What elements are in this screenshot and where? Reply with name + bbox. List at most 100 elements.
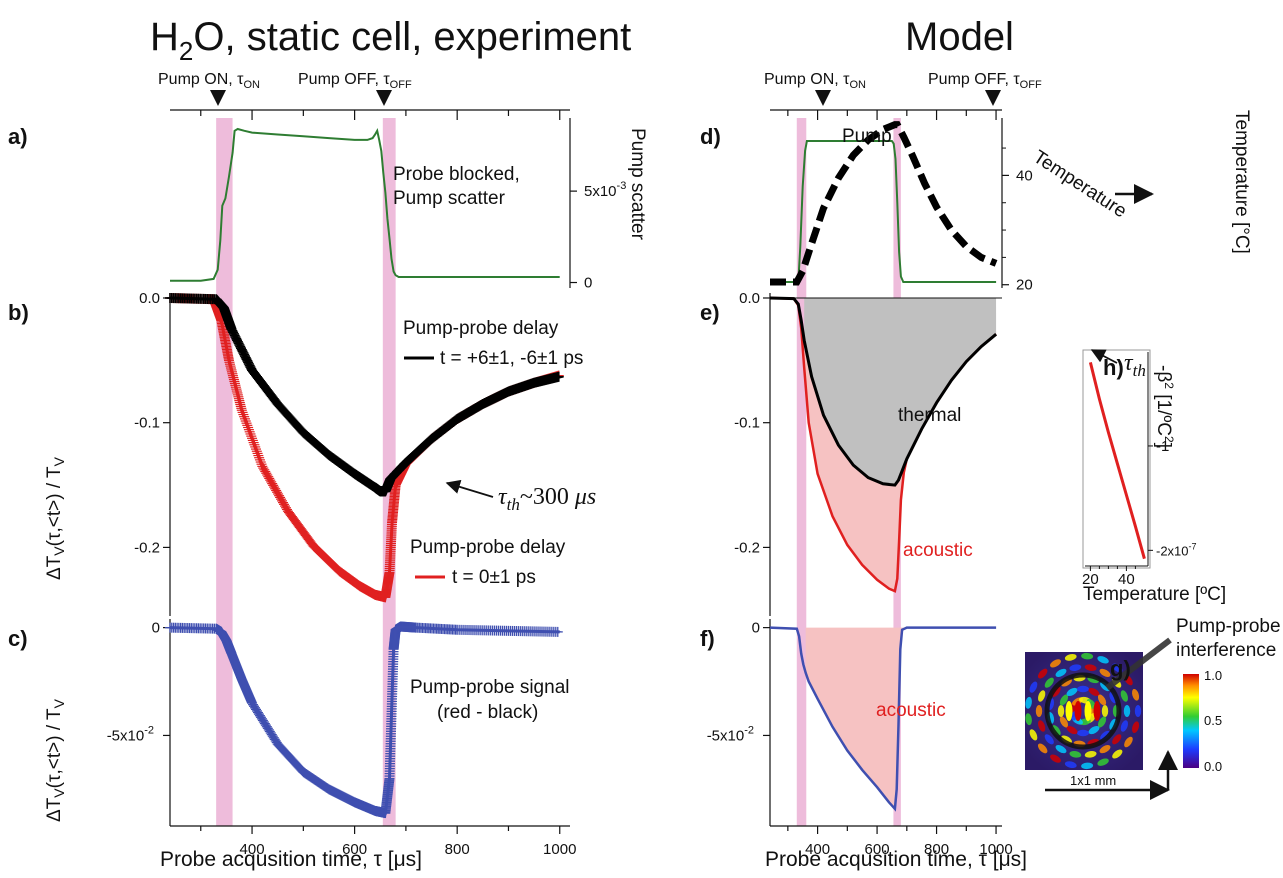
fringe-spot	[1099, 745, 1111, 754]
interference-pointer	[1105, 637, 1172, 691]
fringe-spot	[1097, 716, 1107, 728]
pump-on-label-right: Pump ON, τON	[764, 71, 866, 91]
pump-scatter-series	[170, 127, 560, 282]
fringe-spot	[1077, 729, 1089, 737]
fringe-spot	[1088, 687, 1100, 697]
scale-label: 1x1 mm	[1070, 773, 1116, 788]
x-tick-label: 800	[445, 841, 470, 858]
panel-label-c: c)	[8, 626, 28, 651]
pump-bands	[216, 118, 901, 826]
pump-on-label-left: Pump ON, τON	[158, 71, 260, 91]
y-tick-label: -1	[1156, 438, 1169, 455]
annot-red-black: (red - black)	[437, 702, 538, 723]
fringe-spot	[1057, 705, 1065, 717]
fringe-spot	[1084, 751, 1097, 758]
xlabel-left: Probe acqusition time, τ [μs]	[160, 848, 422, 871]
data-series	[165, 121, 1146, 819]
fringe-spot	[1081, 762, 1094, 770]
fringe-spot	[1088, 725, 1100, 735]
y-tick-label: 5x10-3	[584, 180, 626, 200]
fringe-spot	[1112, 663, 1123, 673]
fringe-spot	[1120, 690, 1128, 702]
fringe-center	[1065, 701, 1073, 721]
thermal-series-e	[769, 296, 998, 487]
pump-on-band-right	[796, 118, 807, 826]
annot-acoustic-f: acoustic	[876, 700, 946, 721]
panel-label-f: f)	[700, 626, 715, 651]
fringe-spot	[1050, 659, 1061, 668]
x-tick-label: 400	[805, 841, 830, 858]
x-tick-label: 800	[924, 841, 949, 858]
pump-on-marker-left	[210, 90, 226, 106]
left-title: H2O, static cell, experiment	[150, 15, 631, 66]
panel-label-b: b)	[8, 300, 29, 325]
fringe-spot	[1025, 713, 1032, 726]
y-tick-label: -0.2	[734, 539, 760, 556]
x-tick-label: 600	[865, 841, 890, 858]
fringe-spot	[1097, 694, 1107, 706]
annot-pump-scatter: Pump scatter	[393, 188, 506, 209]
panel-label-d: d)	[700, 124, 721, 149]
annot-t6: t = +6±1, -6±1 ps	[440, 348, 583, 369]
series-signal-blue-line	[169, 624, 560, 815]
tau-arrow-e	[1090, 349, 1118, 364]
fringe-center	[1093, 701, 1101, 721]
y-tick-label: -5x10-2	[707, 724, 754, 744]
y-tick-label: 20	[1016, 277, 1033, 294]
annot-t0: t = 0±1 ps	[452, 567, 536, 588]
fringe-spot	[1050, 754, 1061, 763]
fringe-center	[1074, 701, 1082, 721]
tau-arrow-b	[445, 479, 494, 498]
fringe-spot	[1055, 745, 1067, 754]
fringe-spot	[1069, 751, 1082, 758]
ylabel-b: ΔTV(τ,<t>) / TV	[44, 456, 67, 580]
fringe-spot	[1044, 734, 1054, 745]
x-tick-label: 600	[342, 841, 367, 858]
xlabel-h: Temperature [ºC]	[1083, 584, 1226, 605]
pump-off-label-right: Pump OFF, τOFF	[928, 71, 1042, 91]
fringe-spot	[1101, 705, 1109, 717]
fringe-spot	[1055, 668, 1067, 677]
annot-thermal: thermal	[898, 405, 961, 426]
pump-on-marker-right	[815, 90, 831, 106]
fringe-spot	[1051, 725, 1061, 736]
ylabel-c: ΔTV(τ,<t>) / TV	[44, 698, 67, 822]
inset-g-interference-map: g) Pump-probe interference 1.0 0.5 0.0 1…	[1025, 616, 1281, 800]
fringe-spot	[1064, 761, 1077, 769]
fringe-spot	[1069, 664, 1082, 671]
y-tick-label: -0.1	[134, 415, 160, 432]
fringe-spot	[1037, 668, 1048, 679]
inset-h: h) Temperature [ºC] -β2 [1/ºC2]	[1083, 355, 1226, 605]
annot-interference: interference	[1176, 640, 1276, 661]
thermal-area-e	[804, 297, 997, 486]
series-t6-black-line	[169, 296, 561, 493]
fringe-spot	[1066, 725, 1078, 735]
panel-label-h: h)	[1103, 355, 1124, 380]
fringe-spot	[1120, 720, 1128, 732]
fringe-spot	[1100, 681, 1111, 692]
pump-on-band-left	[216, 118, 233, 826]
acoustic-area-f	[805, 627, 997, 809]
inset-h-xtick-label: 20	[1082, 571, 1099, 588]
annot-signal: Pump-probe signal	[410, 677, 569, 698]
fringe-spot	[1038, 720, 1046, 732]
xlabel-right: Probe acqusition time, τ [μs]	[765, 848, 1027, 871]
fringe-spot	[1097, 758, 1109, 766]
annot-tau-b: τth~300 μs	[498, 484, 596, 514]
pump-off-label-left: Pump OFF, τOFF	[298, 71, 412, 91]
annot-pump-probe: Pump-probe	[1176, 616, 1281, 637]
panel-label-e: e)	[700, 300, 720, 325]
fringe-spot	[1061, 678, 1072, 687]
fringe-spot	[1029, 681, 1038, 693]
fringe-spot	[1025, 696, 1032, 709]
fringe-spot	[1035, 705, 1043, 717]
inset-h-ytick-label: -2x10-7	[1156, 541, 1197, 558]
pump-series-d	[770, 140, 997, 283]
inset-h-xtick-label: 40	[1118, 571, 1135, 588]
right-title: Model	[905, 15, 1014, 59]
fringe-spot	[1051, 686, 1061, 697]
ylabel-a: Pump scatter	[627, 128, 648, 241]
annot-acoustic-e: acoustic	[903, 540, 973, 561]
cbar-tick-0: 0.0	[1204, 759, 1222, 774]
pump-off-marker-right	[985, 90, 1001, 106]
